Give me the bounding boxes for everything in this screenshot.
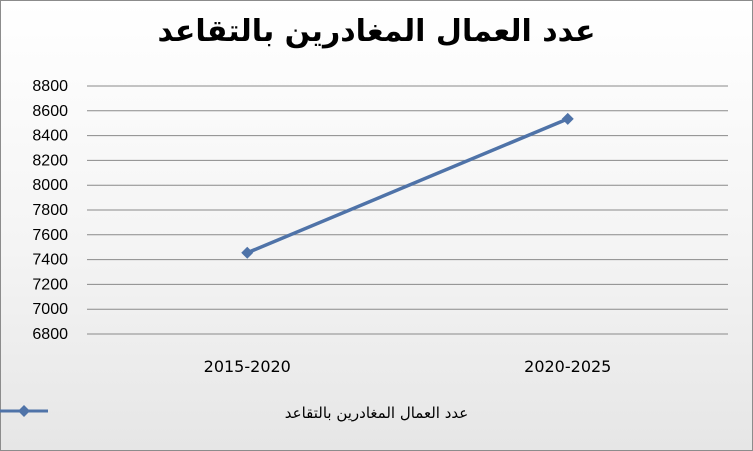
x-tick-label: 2020-2025 [524, 357, 611, 376]
series-line-path [246, 117, 569, 255]
y-tick-label: 8000 [32, 177, 68, 194]
y-tick-label: 8600 [32, 103, 68, 120]
y-tick-label: 7000 [32, 301, 68, 318]
y-tick-label: 8400 [32, 128, 68, 145]
legend-label: عدد العمال المغادرين بالتقاعد [284, 404, 469, 422]
y-tick-label: 7800 [32, 202, 68, 219]
x-axis-ticks: 2015-2020 2020-2025 [204, 357, 612, 376]
data-point-marker [241, 246, 254, 259]
y-tick-label: 8800 [32, 78, 68, 95]
series-line [241, 112, 574, 259]
gridlines [87, 85, 728, 335]
x-tick-label: 2015-2020 [204, 357, 291, 376]
legend-marker [0, 405, 48, 417]
y-axis-ticks: 8800 8600 8400 8200 8000 7800 7600 7400 7200 7000… [32, 78, 68, 343]
legend: عدد العمال المغادرين بالتقاعد [0, 404, 753, 422]
y-tick-label: 7400 [32, 252, 68, 269]
y-tick-label: 8200 [32, 152, 68, 169]
y-tick-label: 7600 [32, 227, 68, 244]
chart-title: عدد العمال المغادرين بالتقاعد [157, 14, 596, 49]
y-tick-label: 6800 [32, 326, 68, 343]
data-point-marker [561, 112, 574, 125]
y-tick-label: 7200 [32, 276, 68, 293]
